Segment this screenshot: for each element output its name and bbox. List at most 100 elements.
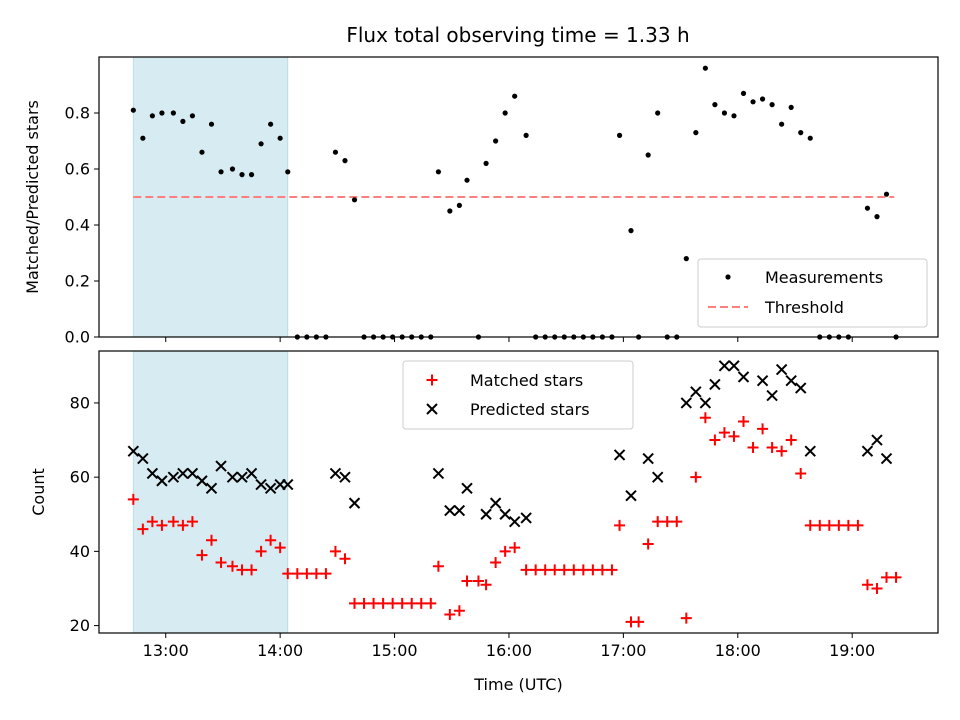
- y-tick-label: 80: [70, 393, 90, 412]
- matched-star-point: [699, 412, 711, 424]
- measurement-point: [248, 172, 255, 178]
- measurement-point: [159, 110, 165, 116]
- measurement-point: [435, 169, 442, 175]
- bottom-panel: 20 40 60 80 13:00 14:00 15:00 16:00 17:00 18:00 19…: [29, 350, 939, 694]
- matched-star-point: [432, 560, 444, 572]
- matched-star-point: [301, 568, 313, 580]
- matched-star-point: [861, 579, 873, 591]
- matched-star-point: [246, 564, 258, 576]
- predicted-star-point: [795, 382, 807, 394]
- measurement-point: [456, 202, 462, 208]
- matched-star-point: [614, 519, 626, 531]
- predicted-star-point: [489, 497, 502, 509]
- measurement-point: [285, 169, 291, 175]
- matched-star-point: [633, 616, 645, 628]
- matched-star-point: [368, 597, 380, 609]
- y-tick-label: 20: [70, 616, 90, 635]
- matched-star-point: [349, 597, 361, 609]
- matched-star-point: [509, 542, 521, 554]
- matched-star-point: [499, 545, 511, 557]
- x-tick-label: 14:00: [257, 641, 303, 660]
- x-tick-label: 19:00: [829, 641, 875, 660]
- matched-star-point: [425, 597, 437, 609]
- matched-star-point: [596, 564, 608, 576]
- matched-star-point: [377, 597, 389, 609]
- measurement-point: [229, 166, 236, 172]
- bottom-axes-frame: [98, 350, 939, 634]
- matched-star-point: [549, 564, 561, 576]
- top-legend: [697, 258, 928, 328]
- predicted-star-point: [196, 475, 208, 487]
- predicted-star-point: [146, 467, 159, 480]
- measurement-point: [693, 130, 699, 136]
- measurement-point: [239, 172, 245, 178]
- y-tick-label: 40: [70, 542, 90, 561]
- matched-star-point: [795, 467, 807, 479]
- measurement-point: [864, 205, 871, 211]
- predicted-star-point: [348, 497, 361, 509]
- matched-star-point: [852, 519, 864, 531]
- measurement-point: [769, 102, 775, 108]
- measurement-point: [645, 152, 651, 158]
- y-tick-label: 0.0: [65, 328, 90, 347]
- matched-star-point: [387, 597, 399, 609]
- legend-measurements-marker: [725, 274, 731, 280]
- y-tick-label: 0.6: [65, 160, 90, 179]
- matched-star-point: [206, 534, 218, 546]
- matched-star-point: [718, 427, 730, 439]
- measurement-point: [180, 118, 186, 124]
- matched-star-point: [785, 434, 797, 446]
- predicted-star-point: [804, 445, 816, 457]
- bottom-shaded-region: [132, 350, 289, 634]
- matched-star-point: [568, 564, 580, 576]
- measurement-point: [140, 135, 146, 141]
- matched-star-point: [652, 516, 664, 528]
- matched-star-point: [728, 430, 740, 442]
- predicted-star-point: [756, 374, 769, 387]
- x-tick-label: 16:00: [486, 641, 532, 660]
- predicted-star-point: [737, 371, 750, 383]
- measurement-point: [807, 135, 813, 141]
- predicted-star-point: [871, 434, 883, 446]
- matched-star-point: [671, 516, 683, 528]
- matched-star-point: [842, 519, 854, 531]
- predicted-star-point: [186, 467, 199, 480]
- matched-star-point: [461, 575, 473, 587]
- matched-star-point: [444, 608, 456, 620]
- measurement-point: [493, 138, 499, 144]
- matched-star-point: [339, 553, 351, 565]
- measurement-point: [277, 135, 283, 141]
- predicted-star-point: [680, 397, 693, 409]
- predicted-star-point: [480, 508, 492, 520]
- predicted-star-point: [264, 482, 277, 494]
- matched-star-point: [530, 564, 542, 576]
- measurement-point: [218, 169, 224, 175]
- predicted-star-point: [651, 471, 664, 483]
- predicted-star-point: [282, 478, 294, 491]
- predicted-star-point: [766, 389, 778, 402]
- matched-star-point: [146, 516, 158, 528]
- measurement-point: [628, 228, 634, 234]
- matched-star-point: [766, 441, 778, 453]
- matched-star-point: [480, 579, 492, 591]
- measurement-point: [874, 214, 880, 220]
- measurement-point: [512, 93, 518, 99]
- predicted-star-point: [709, 378, 721, 391]
- matched-star-point: [738, 416, 750, 427]
- top-axes-frame: [98, 56, 939, 338]
- predicted-star-point: [127, 445, 140, 457]
- matched-star-point: [310, 568, 322, 580]
- legend-predicted-label: Predicted stars: [470, 400, 590, 419]
- measurement-point: [130, 107, 136, 113]
- x-tick-label: 18:00: [715, 641, 761, 660]
- measurement-point: [721, 110, 728, 116]
- matched-star-point: [265, 534, 277, 546]
- predicted-star-point: [508, 515, 521, 528]
- matched-star-point: [680, 612, 692, 624]
- measurement-point: [483, 160, 489, 166]
- predicted-star-point: [861, 445, 874, 457]
- matched-star-point: [186, 516, 198, 528]
- measurement-point: [798, 130, 804, 136]
- matched-star-point: [833, 519, 845, 531]
- matched-star-point: [804, 519, 816, 531]
